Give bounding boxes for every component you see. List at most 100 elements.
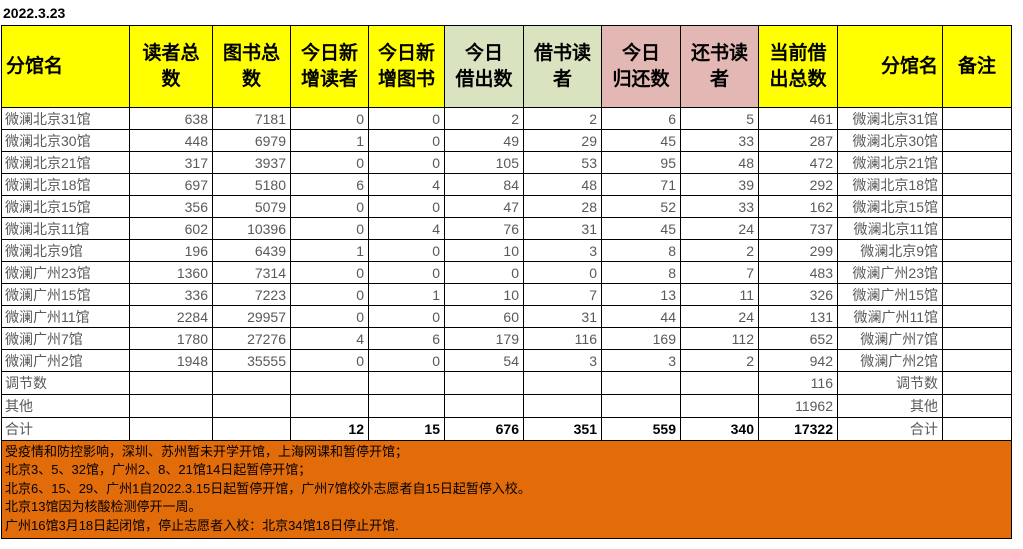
branch-name-right-cell: 合计 [837, 417, 943, 441]
borrowed-today-cell: 2 [444, 107, 524, 130]
table-row: 微澜广州2馆 1948 35555 0 0 54 3 3 2 942 微澜广州2馆 [1, 349, 1012, 372]
new-readers-today-cell [290, 371, 369, 395]
readers-total-cell: 448 [129, 129, 213, 152]
branch-name-cell: 微澜广州23馆 [1, 261, 130, 284]
current-borrowed-total-cell: 287 [758, 129, 838, 152]
branch-name-cell: 合计 [1, 417, 130, 441]
readers-total-cell: 356 [129, 195, 213, 218]
table-row: 微澜北京9馆 196 6439 1 0 10 3 8 2 299 微澜北京9馆 [1, 239, 1012, 262]
books-total-cell: 10396 [212, 217, 291, 240]
table-row: 微澜北京30馆 448 6979 1 0 49 29 45 33 287 微澜北京30馆 [1, 129, 1012, 152]
current-borrowed-total-cell: 483 [758, 261, 838, 284]
new-readers-today-cell: 0 [290, 217, 369, 240]
new-readers-today-cell [290, 394, 369, 418]
note-cell [942, 371, 1012, 395]
returning-readers-cell [680, 371, 759, 395]
new-books-today-cell [368, 371, 445, 395]
returning-readers-cell: 7 [680, 261, 759, 284]
branch-name-cell: 微澜北京9馆 [1, 239, 130, 262]
returned-today-cell: 45 [601, 217, 681, 240]
current-borrowed-total-cell: 116 [758, 371, 838, 395]
returning-readers-cell: 11 [680, 283, 759, 306]
branch-name-right-cell: 微澜北京9馆 [837, 239, 943, 262]
note-cell [942, 173, 1012, 196]
header-borrowing-readers: 借书读 者 [523, 25, 602, 108]
note-line-5: 广州16馆3月18日起闭馆，停止志愿者入校：北京34馆18日停止开馆. [5, 517, 399, 533]
new-readers-today-cell: 0 [290, 151, 369, 174]
new-readers-today-cell: 0 [290, 261, 369, 284]
branch-name-cell: 微澜北京31馆 [1, 107, 130, 130]
branch-name-cell: 微澜北京18馆 [1, 173, 130, 196]
readers-total-cell: 317 [129, 151, 213, 174]
borrowed-today-cell: 676 [444, 417, 524, 441]
returning-readers-cell: 33 [680, 129, 759, 152]
new-books-today-cell: 0 [368, 349, 445, 372]
borrowed-today-cell: 105 [444, 151, 524, 174]
current-borrowed-total-cell: 652 [758, 327, 838, 350]
borrowed-today-cell: 84 [444, 173, 524, 196]
date-label: 2022.3.23 [3, 5, 66, 21]
new-books-today-cell: 0 [368, 261, 445, 284]
branch-name-right-cell: 其他 [837, 394, 943, 418]
borrowed-today-cell: 47 [444, 195, 524, 218]
note-cell [942, 349, 1012, 372]
header-new-books-today: 今日新 增图书 [368, 25, 445, 108]
new-books-today-cell: 0 [368, 151, 445, 174]
new-readers-today-cell: 6 [290, 173, 369, 196]
books-total-cell: 6439 [212, 239, 291, 262]
note-cell [942, 107, 1012, 130]
branch-name-right-cell: 微澜北京30馆 [837, 129, 943, 152]
new-readers-today-cell: 0 [290, 283, 369, 306]
returned-today-cell: 44 [601, 305, 681, 328]
borrowing-readers-cell: 48 [523, 173, 602, 196]
returning-readers-cell [680, 394, 759, 418]
books-total-cell: 3937 [212, 151, 291, 174]
borrowing-readers-cell: 116 [523, 327, 602, 350]
new-readers-today-cell: 12 [290, 417, 369, 441]
books-total-cell: 7223 [212, 283, 291, 306]
books-total-cell: 29957 [212, 305, 291, 328]
borrowing-readers-cell [523, 394, 602, 418]
borrowed-today-cell [444, 371, 524, 395]
branch-name-right-cell: 微澜北京11馆 [837, 217, 943, 240]
readers-total-cell: 1948 [129, 349, 213, 372]
borrowing-readers-cell: 31 [523, 217, 602, 240]
table-row: 微澜北京21馆 317 3937 0 0 105 53 95 48 472 微澜北京21馆 [1, 151, 1012, 174]
readers-total-cell: 697 [129, 173, 213, 196]
borrowing-readers-cell: 29 [523, 129, 602, 152]
books-total-cell [212, 394, 291, 418]
returned-today-cell: 169 [601, 327, 681, 350]
borrowed-today-cell: 60 [444, 305, 524, 328]
borrowing-readers-cell: 0 [523, 261, 602, 284]
branch-name-cell: 其他 [1, 394, 130, 418]
new-readers-today-cell: 0 [290, 349, 369, 372]
note-cell [942, 394, 1012, 418]
note-cell [942, 327, 1012, 350]
returning-readers-cell: 5 [680, 107, 759, 130]
current-borrowed-total-cell: 11962 [758, 394, 838, 418]
current-borrowed-total-cell: 461 [758, 107, 838, 130]
new-books-today-cell: 0 [368, 129, 445, 152]
new-books-today-cell: 0 [368, 239, 445, 262]
notes-footer: 受疫情和防控影响，深圳、苏州暂未开学开馆，上海网课和暂停开馆； 北京3、5、32… [1, 440, 1012, 540]
new-books-today-cell: 1 [368, 283, 445, 306]
readers-total-cell: 638 [129, 107, 213, 130]
returned-today-cell: 45 [601, 129, 681, 152]
summary-row: 其他 11962 其他 [1, 394, 1012, 418]
books-total-cell: 7314 [212, 261, 291, 284]
branch-name-right-cell: 微澜北京18馆 [837, 173, 943, 196]
note-cell [942, 417, 1012, 441]
header-returning-readers: 还书读 者 [680, 25, 759, 108]
branch-name-cell: 微澜北京30馆 [1, 129, 130, 152]
current-borrowed-total-cell: 17322 [758, 417, 838, 441]
table-row: 微澜广州11馆 2284 29957 0 0 60 31 44 24 131 微澜广州11馆 [1, 305, 1012, 328]
table-row: 微澜北京31馆 638 7181 0 0 2 2 6 5 461 微澜北京31馆 [1, 107, 1012, 130]
branch-name-cell: 微澜北京15馆 [1, 195, 130, 218]
readers-total-cell: 336 [129, 283, 213, 306]
new-books-today-cell: 6 [368, 327, 445, 350]
new-books-today-cell [368, 394, 445, 418]
table-row: 微澜北京11馆 602 10396 0 4 76 31 45 24 737 微澜北京11馆 [1, 217, 1012, 240]
books-total-cell: 27276 [212, 327, 291, 350]
borrowed-today-cell: 49 [444, 129, 524, 152]
